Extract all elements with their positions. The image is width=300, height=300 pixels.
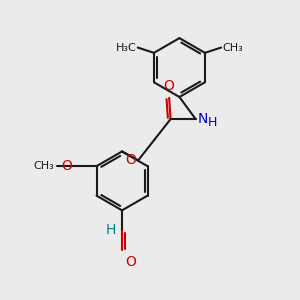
Text: N: N [198, 112, 208, 126]
Text: O: O [61, 159, 72, 173]
Text: H: H [207, 116, 217, 129]
Text: H: H [105, 224, 116, 237]
Text: O: O [125, 255, 136, 269]
Text: CH₃: CH₃ [223, 43, 243, 52]
Text: O: O [125, 153, 136, 167]
Text: O: O [164, 79, 175, 93]
Text: CH₃: CH₃ [34, 161, 54, 171]
Text: H₃C: H₃C [116, 43, 136, 52]
